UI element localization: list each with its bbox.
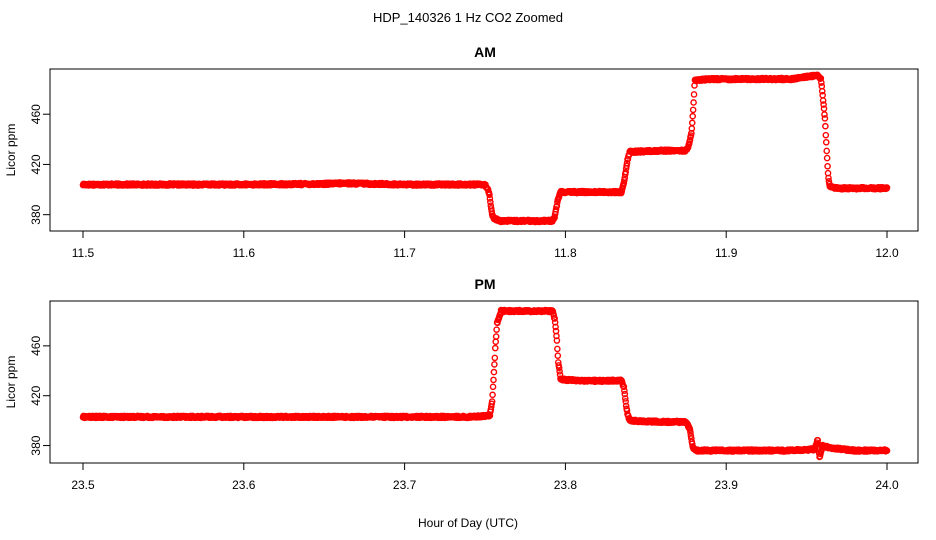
am-data-point xyxy=(621,176,628,184)
pm-data-point xyxy=(556,368,563,375)
pm-data-point xyxy=(553,337,561,344)
am-x-axis: 11.5 11.6 11.7 11.8 11.9 12.0 xyxy=(72,230,899,260)
am-data-point xyxy=(486,195,494,202)
am-data-point xyxy=(690,99,697,106)
am-data-point xyxy=(689,112,697,120)
am-x-tick-label: 11.8 xyxy=(554,246,577,260)
pm-data-point xyxy=(492,338,500,346)
pm-data-point xyxy=(686,426,694,434)
am-y-tick-label: 420 xyxy=(29,154,43,174)
pm-data-point xyxy=(491,344,499,352)
pm-y-tick-label: 380 xyxy=(29,435,43,455)
am-plot-frame xyxy=(49,68,919,232)
pm-data-point xyxy=(555,364,563,372)
pm-data-point xyxy=(554,345,561,353)
pm-data-point xyxy=(489,383,497,391)
am-x-tick-label: 11.5 xyxy=(72,246,95,260)
am-data-point xyxy=(688,119,696,127)
pm-data-point xyxy=(490,376,497,384)
am-data-point xyxy=(823,154,831,162)
am-data-points xyxy=(79,71,891,226)
pm-data-point xyxy=(814,436,822,444)
am-data-point xyxy=(622,168,630,176)
pm-data-points xyxy=(79,306,891,461)
am-data-point xyxy=(686,136,694,144)
pm-x-tick-label: 23.6 xyxy=(232,478,256,492)
am-data-point xyxy=(825,174,832,182)
am-data-point xyxy=(623,162,630,170)
pm-data-point xyxy=(687,429,694,436)
pm-x-tick-label: 23.5 xyxy=(71,478,95,492)
pm-data-point xyxy=(487,406,495,413)
am-data-point xyxy=(690,91,698,98)
pm-y-tick-label: 460 xyxy=(29,336,43,356)
am-data-point xyxy=(486,191,493,199)
am-x-tick-label: 11.6 xyxy=(233,246,256,260)
pm-data-point xyxy=(491,354,499,362)
pm-data-point xyxy=(488,398,496,405)
am-panel: AM 11.5 11.6 11.7 11.8 11.9 12.0 380 420 460 Li… xyxy=(4,44,919,260)
am-x-tick-label: 12.0 xyxy=(875,246,899,260)
am-x-tick-label: 11.9 xyxy=(715,246,738,260)
pm-x-tick-label: 23.8 xyxy=(554,478,578,492)
am-y-axis-label: Licor ppm xyxy=(4,124,18,177)
am-data-point xyxy=(824,162,831,170)
pm-y-tick-label: 420 xyxy=(29,385,43,405)
am-data-point xyxy=(817,75,825,82)
pm-data-point xyxy=(621,390,629,398)
pm-plot-frame xyxy=(49,300,919,464)
am-data-point xyxy=(818,87,826,95)
pm-x-tick-label: 23.9 xyxy=(715,478,739,492)
figure-title: HDP_140326 1 Hz CO2 Zoomed xyxy=(373,10,563,25)
am-y-tick-label: 380 xyxy=(29,204,43,224)
pm-panel-title: PM xyxy=(475,276,496,292)
pm-data-point xyxy=(552,323,559,331)
pm-data-point xyxy=(493,326,500,333)
am-data-point xyxy=(822,122,829,130)
pm-data-point xyxy=(554,352,562,359)
pm-data-point xyxy=(551,315,558,322)
pm-data-point xyxy=(486,412,494,419)
pm-data-point xyxy=(622,398,630,405)
am-y-axis: 380 420 460 xyxy=(29,104,51,225)
pm-x-axis: 23.5 23.6 23.7 23.8 23.9 24.0 xyxy=(71,462,899,492)
am-data-point xyxy=(819,97,827,104)
pm-data-point xyxy=(883,447,891,455)
am-data-point xyxy=(822,138,830,146)
am-data-point xyxy=(689,106,697,114)
am-data-point xyxy=(820,101,827,108)
pm-data-point xyxy=(687,432,695,440)
am-data-point xyxy=(822,131,830,139)
am-data-point xyxy=(821,115,829,122)
am-data-point xyxy=(821,111,828,118)
am-data-point xyxy=(823,147,831,155)
pm-y-axis-label: Licor ppm xyxy=(4,356,18,409)
pm-data-point xyxy=(489,391,496,399)
pm-data-point xyxy=(621,387,628,394)
am-data-point xyxy=(487,198,494,206)
am-panel-title: AM xyxy=(474,44,496,60)
pm-data-point xyxy=(492,333,500,340)
pm-data-point xyxy=(490,368,498,376)
am-data-point xyxy=(818,79,825,86)
figure-x-axis-label: Hour of Day (UTC) xyxy=(418,516,518,530)
pm-data-point xyxy=(620,383,628,391)
pm-x-tick-label: 23.7 xyxy=(393,478,417,492)
am-data-point xyxy=(623,159,631,167)
am-data-point xyxy=(883,184,891,191)
pm-panel: PM 23.5 23.6 23.7 23.8 23.9 24.0 380 420 460 Li… xyxy=(4,276,919,492)
am-data-point xyxy=(553,202,561,210)
am-y-tick-label: 460 xyxy=(29,104,43,124)
pm-y-axis: 380 420 460 xyxy=(29,336,51,456)
pm-data-point xyxy=(491,361,498,368)
pm-data-point xyxy=(621,395,629,402)
am-x-tick-label: 11.7 xyxy=(393,246,416,260)
pm-x-tick-label: 24.0 xyxy=(875,478,899,492)
